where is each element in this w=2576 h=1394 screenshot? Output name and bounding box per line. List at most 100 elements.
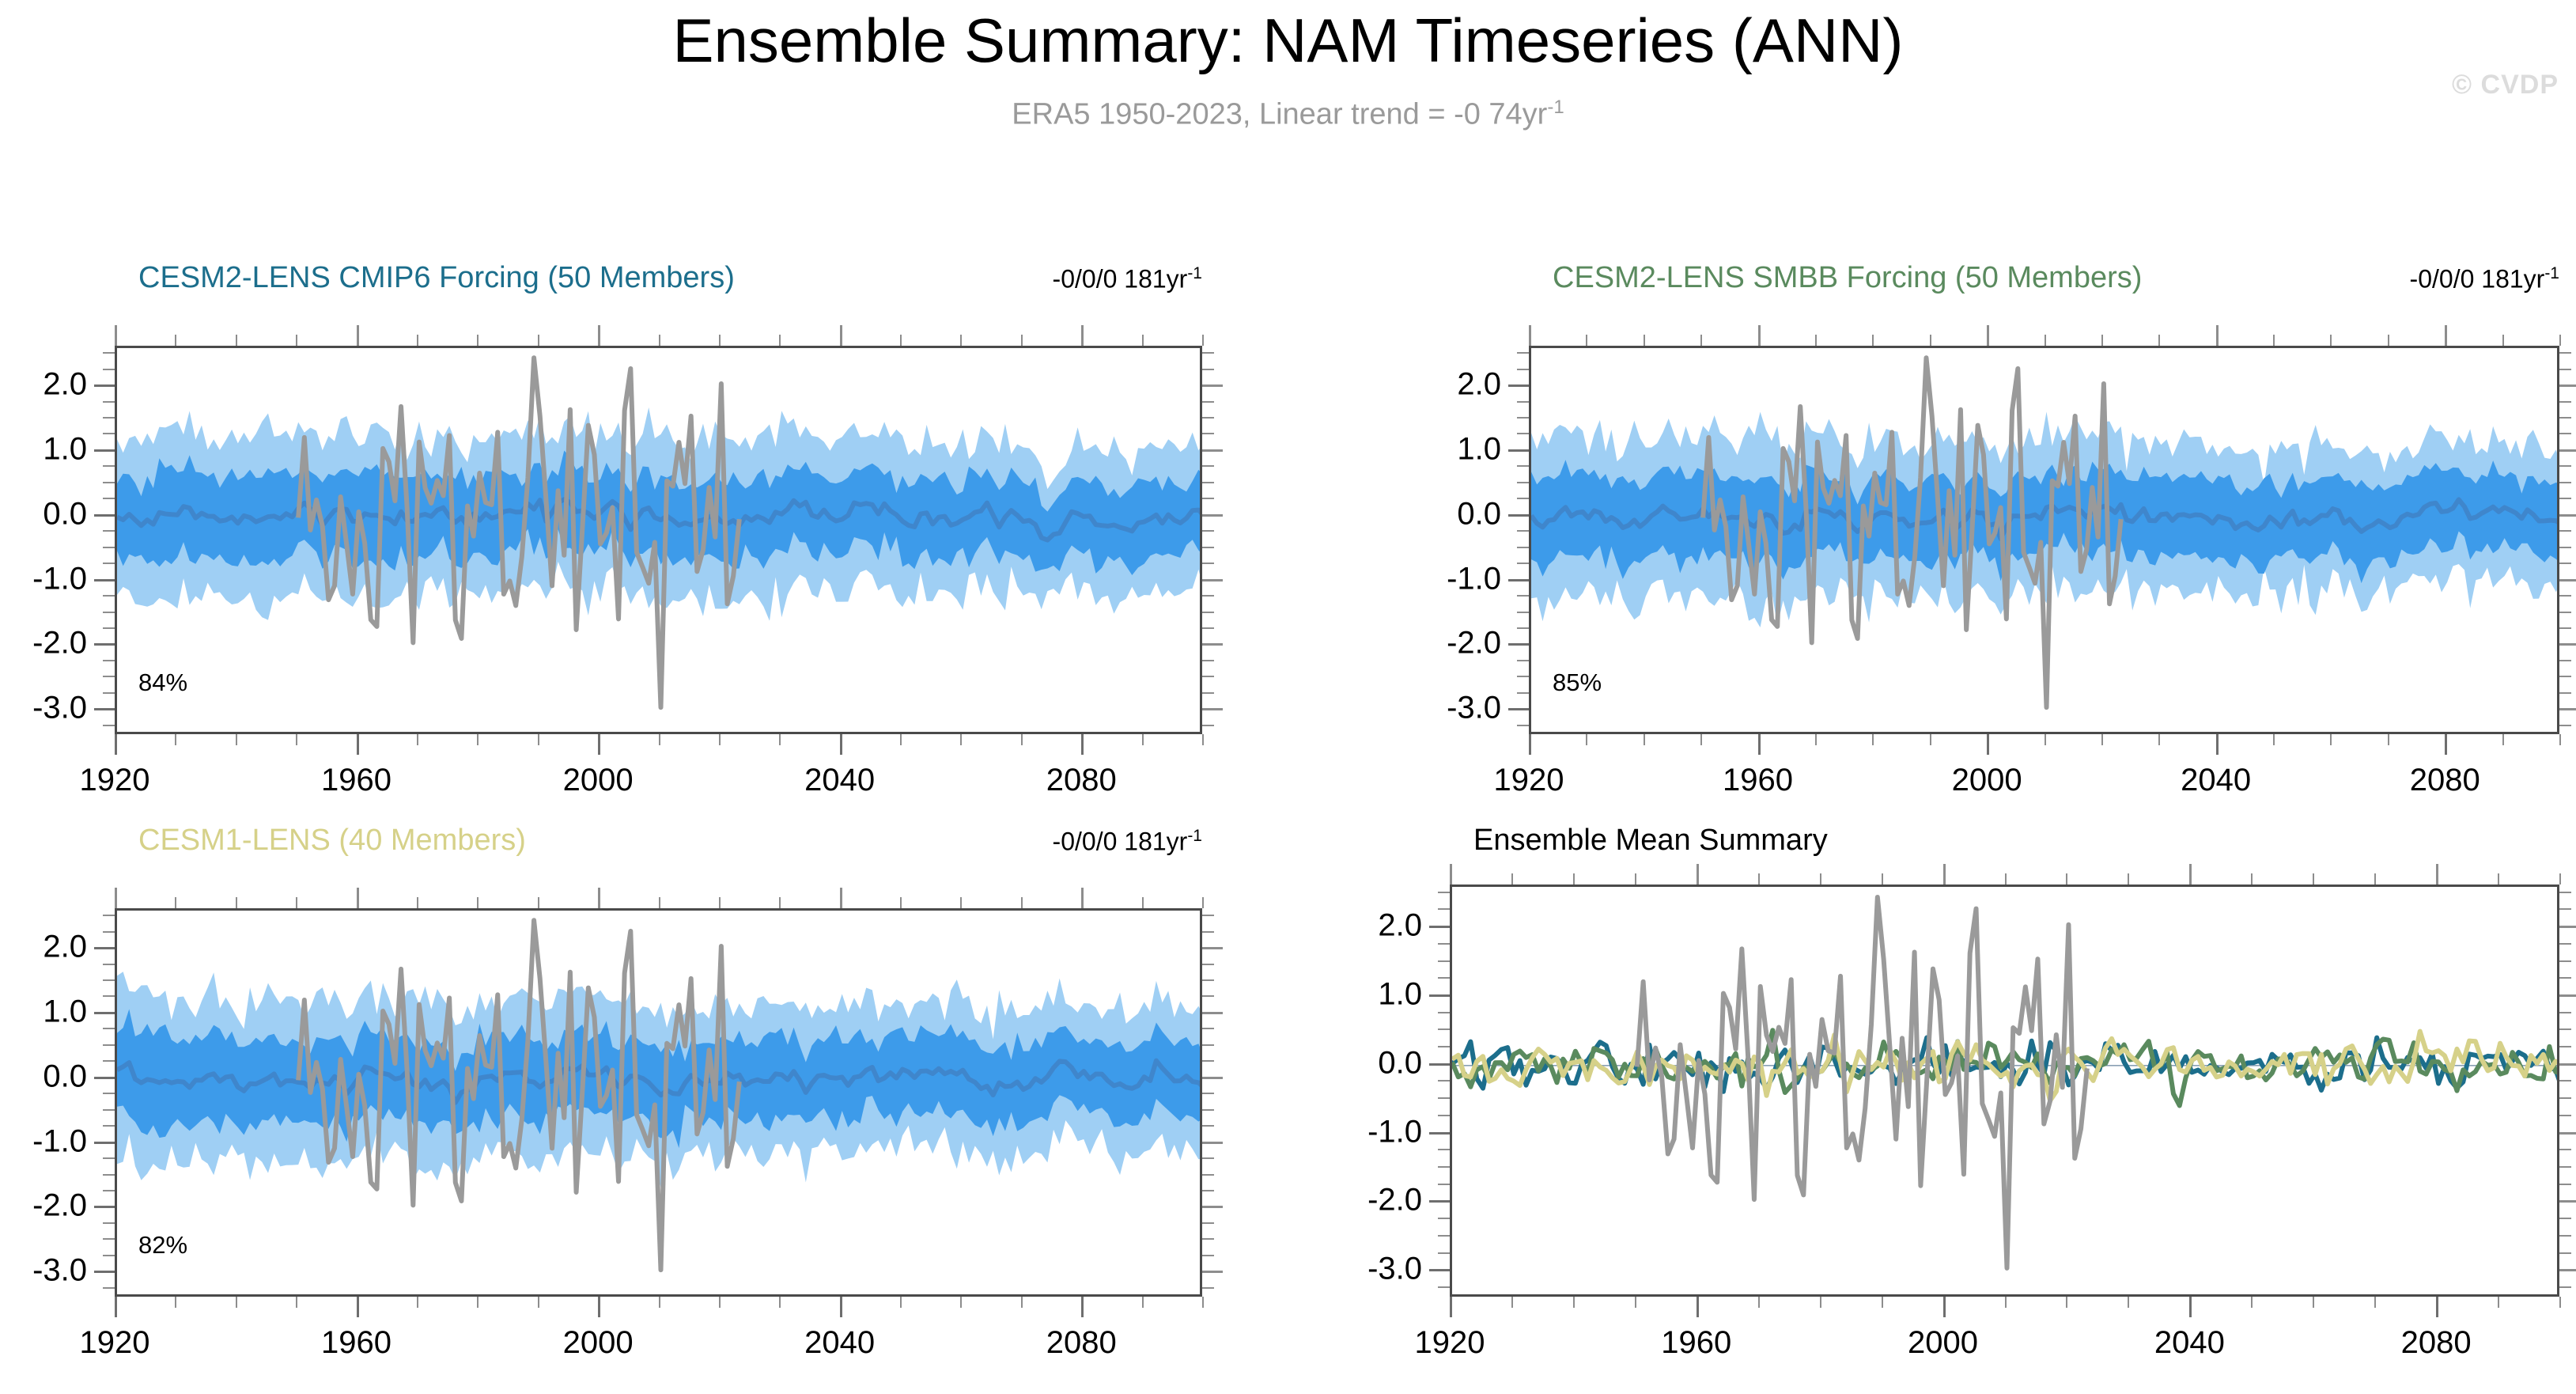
y-axis-right-minor-tick <box>2559 960 2571 962</box>
x-axis-top-tick <box>1700 335 1703 346</box>
y-axis-major-tick <box>94 384 115 388</box>
x-axis-minor-tick <box>537 734 539 745</box>
y-axis-tick-label: 1.0 <box>43 431 87 467</box>
y-axis-right-minor-tick <box>2559 1252 2571 1254</box>
x-axis-major-tick <box>2189 1297 2192 1317</box>
y-axis-major-tick <box>1429 926 1450 929</box>
y-axis-right-tick <box>2559 1200 2576 1203</box>
y-axis-right-minor-tick <box>1202 1028 1214 1030</box>
x-axis-minor-tick <box>2101 734 2103 745</box>
x-axis-minor-tick <box>1929 734 1931 745</box>
x-axis-major-tick <box>1081 734 1084 755</box>
x-axis-minor-tick <box>2273 734 2275 745</box>
x-axis-top-tick <box>900 897 902 908</box>
y-axis-tick-label: 2.0 <box>1378 907 1422 943</box>
y-axis-minor-tick <box>103 1254 115 1256</box>
y-axis-minor-tick <box>1438 1286 1450 1288</box>
y-axis-minor-tick <box>103 546 115 548</box>
x-axis-top-tick <box>1634 873 1636 885</box>
y-axis-minor-tick <box>103 498 115 500</box>
y-axis-major-tick <box>94 708 115 711</box>
plot-area-ensemble-mean-summary[interactable] <box>1450 885 2559 1297</box>
y-axis-minor-tick <box>1517 659 1529 661</box>
x-axis-major-tick <box>2445 734 2448 755</box>
y-axis-minor-tick <box>1438 1097 1450 1100</box>
plot-area-cesm2-lens-smbb[interactable] <box>1529 346 2559 734</box>
plot-area-cesm1-lens[interactable] <box>115 908 1202 1297</box>
x-axis-top-tick <box>1572 873 1575 885</box>
x-axis-tick-label: 1960 <box>321 763 392 797</box>
x-axis-top-tick <box>2101 335 2103 346</box>
x-axis-top-tick <box>2044 335 2046 346</box>
y-axis-right-tick <box>1202 643 1223 646</box>
x-axis-tick-label: 2080 <box>2409 763 2480 797</box>
x-axis-top-tick <box>2374 873 2377 885</box>
y-axis-right-minor-tick <box>1202 676 1214 678</box>
x-axis-top-tick <box>1020 897 1023 908</box>
x-axis-tick-label: 2040 <box>2154 1325 2225 1360</box>
y-axis-minor-tick <box>1438 1166 1450 1169</box>
x-axis-major-tick <box>2436 1297 2439 1317</box>
y-axis-minor-tick <box>1517 433 1529 435</box>
y-axis-right-minor-tick <box>1202 611 1214 613</box>
x-axis-tick-label: 2080 <box>1046 763 1117 797</box>
x-axis-minor-tick <box>2498 1297 2500 1308</box>
y-axis-right-minor-tick <box>2559 1114 2571 1116</box>
x-axis-tick-label: 1960 <box>1723 763 1794 797</box>
x-axis-top-tick <box>2066 873 2068 885</box>
x-axis-tick-label: 1960 <box>321 1325 392 1360</box>
y-axis-minor-tick <box>1517 498 1529 500</box>
y-axis-minor-tick <box>1438 1218 1450 1220</box>
y-axis-minor-tick <box>103 1157 115 1160</box>
y-axis-minor-tick <box>1438 1234 1450 1237</box>
x-axis-top-tick <box>779 335 781 346</box>
y-axis-minor-tick <box>103 368 115 370</box>
y-axis-tick-label: -1.0 <box>1367 1114 1422 1150</box>
y-axis-right-minor-tick <box>1202 595 1214 597</box>
panel-trend-value: -0/0/0 181yr <box>1052 827 1188 856</box>
panel-trend-exponent: -1 <box>2544 264 2559 282</box>
x-axis-top-tick <box>1141 897 1144 908</box>
y-axis-right-minor-tick <box>1202 995 1214 998</box>
y-axis-right-minor-tick <box>1202 1286 1214 1289</box>
x-axis-top-tick <box>1757 325 1761 346</box>
x-axis-tick-label: 1960 <box>1661 1325 1732 1360</box>
x-axis-top-tick <box>839 325 842 346</box>
x-axis-major-tick <box>1987 734 1990 755</box>
y-axis-tick-label: 0.0 <box>43 496 87 532</box>
y-axis-right-minor-tick <box>1202 1254 1214 1256</box>
y-axis-right-minor-tick <box>1202 659 1214 661</box>
x-axis-minor-tick <box>1757 1297 1760 1308</box>
y-axis-right-minor-tick <box>2559 627 2571 629</box>
y-axis-minor-tick <box>103 627 115 629</box>
y-axis-right-minor-tick <box>1202 465 1214 468</box>
x-axis-minor-tick <box>779 1297 781 1308</box>
y-axis-right-minor-tick <box>2559 595 2571 597</box>
x-axis-top-tick <box>1511 873 1513 885</box>
y-axis-minor-tick <box>103 1028 115 1030</box>
y-axis-right-minor-tick <box>1202 368 1214 370</box>
y-axis-minor-tick <box>1517 352 1529 354</box>
x-axis-top-tick <box>235 897 237 908</box>
x-axis-minor-tick <box>718 734 721 745</box>
y-axis-major-tick <box>94 1206 115 1209</box>
y-axis-major-tick <box>1508 449 1529 452</box>
x-axis-minor-tick <box>235 1297 237 1308</box>
y-axis-minor-tick <box>1517 627 1529 629</box>
x-axis-minor-tick <box>960 734 963 745</box>
x-axis-top-tick <box>477 335 479 346</box>
panel-trend-exponent: -1 <box>1187 827 1202 845</box>
y-axis-tick-label: 2.0 <box>43 366 87 402</box>
y-axis-minor-tick <box>103 1060 115 1063</box>
panel-title-ensemble-mean-summary: Ensemble Mean Summary <box>1473 824 1828 857</box>
y-axis-right-tick <box>1202 947 1223 950</box>
x-axis-tick-label: 1920 <box>1493 763 1564 797</box>
x-axis-top-tick <box>2498 873 2500 885</box>
plot-area-cesm2-lens-cmip6[interactable] <box>115 346 1202 734</box>
y-axis-right-minor-tick <box>1202 1093 1214 1095</box>
x-axis-minor-tick <box>2559 734 2561 745</box>
y-axis-right-tick <box>2559 643 2576 646</box>
y-axis-minor-tick <box>1517 465 1529 468</box>
y-axis-right-minor-tick <box>2559 1046 2571 1048</box>
y-axis-right-minor-tick <box>1202 417 1214 419</box>
